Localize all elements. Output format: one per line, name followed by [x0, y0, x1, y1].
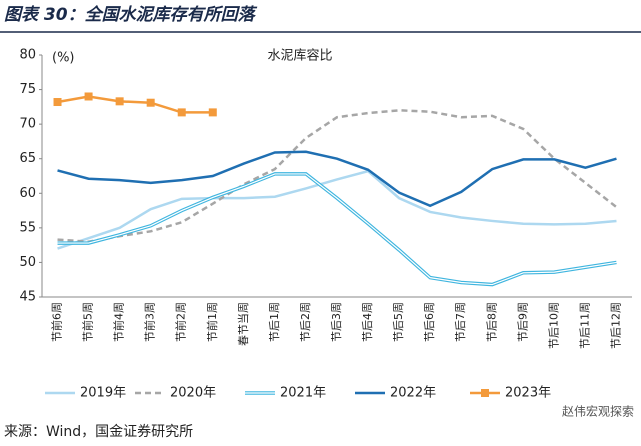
chart-title: 水泥库容比: [267, 48, 332, 64]
line: [57, 150, 617, 208]
x-tick-label: 节前2周: [174, 302, 188, 342]
y-tick-label: 80: [19, 48, 36, 63]
x-tick-label: 节前6周: [50, 302, 64, 342]
legend-label: 2019年: [80, 386, 126, 401]
marker: [146, 98, 155, 107]
x-tick-label: 节前3周: [143, 302, 157, 342]
x-tick-label: 节前1周: [205, 302, 219, 342]
x-tick-label: 节后7周: [454, 302, 467, 342]
legend-label: 2023年: [505, 386, 551, 401]
y-tick-label: 75: [19, 82, 36, 97]
line: [57, 95, 213, 114]
watermark: 赵伟宏观探索: [562, 404, 634, 419]
source: 来源：Wind，国金证券研究所: [4, 424, 193, 440]
y-tick-label: 60: [19, 186, 36, 201]
x-tick-label: 节后11周: [578, 302, 591, 349]
y-axis-label: (%): [52, 51, 75, 66]
y-tick-label: 50: [19, 255, 36, 270]
x-tick-label: 节后3周: [330, 302, 343, 342]
y-tick-label: 55: [19, 220, 36, 235]
line: [57, 169, 617, 250]
x-tick-label: 节后1周: [268, 302, 281, 342]
marker: [208, 108, 217, 117]
legend-label: 2022年: [390, 386, 436, 401]
line: [57, 172, 617, 287]
x-tick-label: 节后6周: [423, 302, 436, 342]
y-tick-label: 70: [19, 117, 36, 132]
x-tick-label: 节后5周: [392, 302, 405, 342]
marker: [84, 92, 93, 101]
x-tick-label: 节后12周: [609, 302, 622, 349]
x-tick-label: 节前4周: [112, 302, 126, 342]
x-tick-label: 节后9周: [516, 302, 529, 342]
x-tick-label: 节后4周: [361, 302, 374, 342]
x-tick-label: 节后10周: [547, 302, 560, 349]
line-inner: [57, 173, 617, 286]
marker: [177, 108, 186, 117]
x-tick-label: 节后8周: [485, 302, 498, 342]
legend-label: 2021年: [280, 386, 326, 401]
line: [57, 109, 618, 243]
marker: [53, 98, 62, 107]
x-tick-label: 春节当周: [236, 302, 250, 346]
y-tick-label: 65: [19, 151, 36, 166]
page-title: 图表 30：全国水泥库存有所回落: [4, 5, 258, 25]
marker: [115, 97, 124, 106]
legend-marker: [481, 389, 489, 397]
legend-label: 2020年: [170, 386, 216, 401]
x-tick-label: 节前5周: [81, 302, 95, 342]
y-tick-label: 45: [19, 290, 36, 305]
x-tick-label: 节后2周: [299, 302, 312, 342]
